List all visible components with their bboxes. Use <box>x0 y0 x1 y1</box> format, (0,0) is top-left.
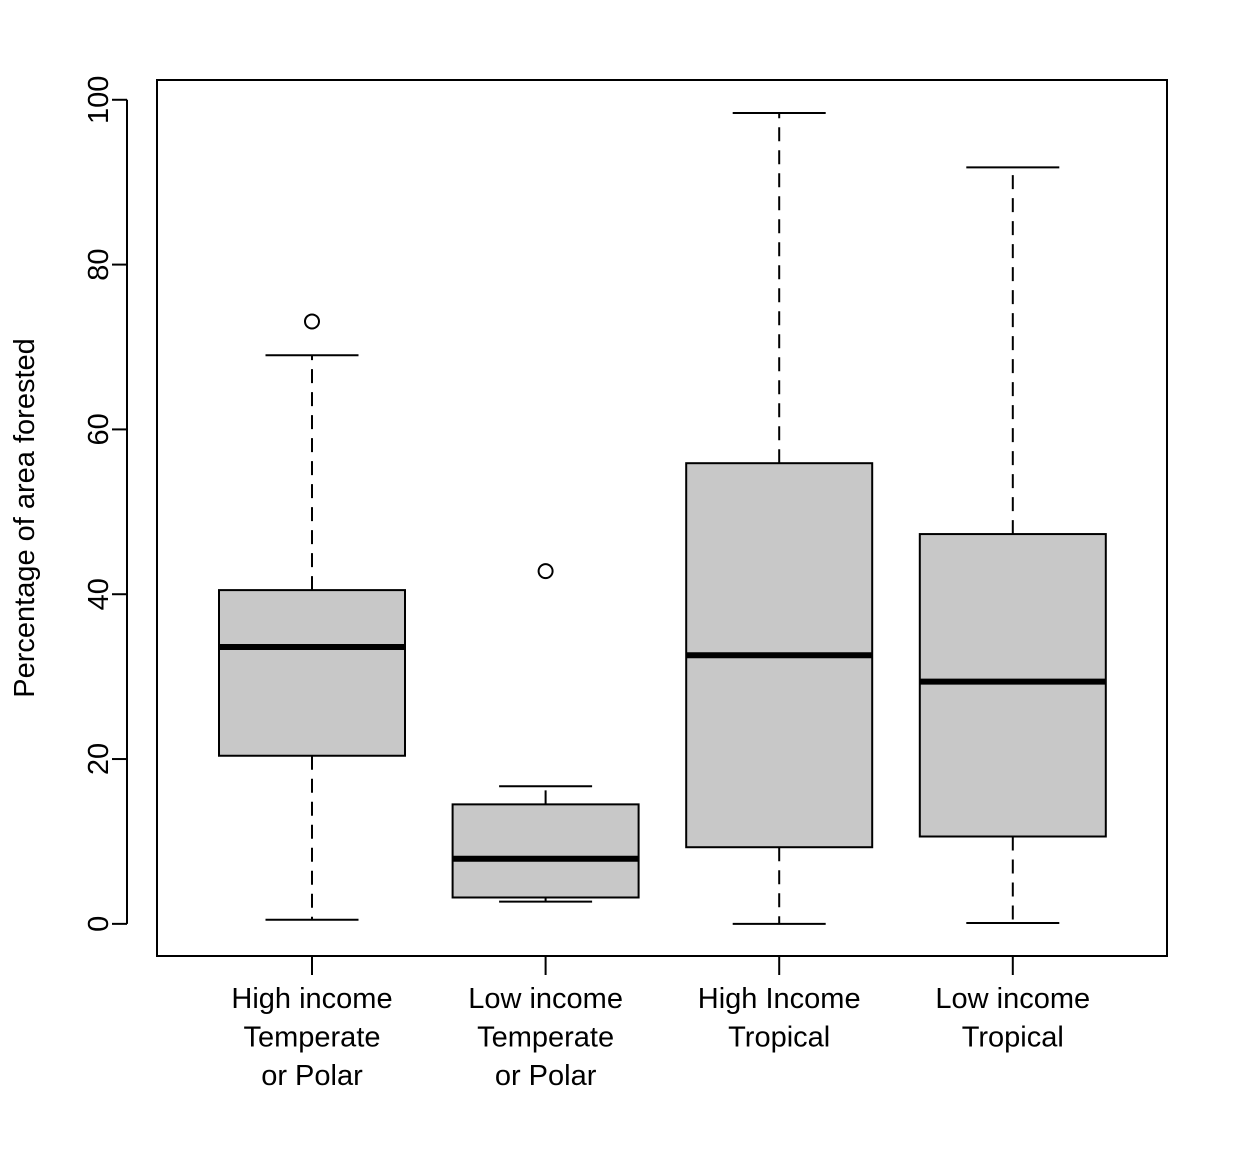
y-tick-label: 40 <box>83 578 115 610</box>
y-tick-label: 20 <box>83 743 115 775</box>
x-category-label-line: or Polar <box>495 1060 597 1092</box>
y-tick-label: 60 <box>83 413 115 445</box>
box <box>451 803 640 899</box>
x-category-label: High income Temperate or Polar <box>231 983 392 1092</box>
x-category-label-line: Temperate <box>477 1022 614 1054</box>
x-category-label-line: High income <box>231 983 392 1015</box>
box-group <box>918 166 1107 925</box>
y-tick-label: 0 <box>83 916 115 932</box>
x-category-label-line: Low income <box>935 983 1090 1015</box>
box <box>218 589 406 757</box>
x-category-label: Low income Temperate or Polar <box>468 983 623 1092</box>
x-category-label: Low income Tropical <box>935 983 1090 1054</box>
x-category-label: High Income Tropical <box>698 983 861 1054</box>
outlier-point <box>537 563 554 580</box>
outlier-point <box>304 313 320 330</box>
box <box>918 533 1107 838</box>
x-category-label-line: Temperate <box>243 1022 380 1054</box>
plot-frame <box>156 79 1168 957</box>
box-group <box>685 111 874 925</box>
boxes <box>218 111 1107 925</box>
x-category-label-line: or Polar <box>261 1060 363 1092</box>
y-axis-title: Percentage of area forested <box>9 338 41 698</box>
y-axis: 0 20 40 60 80 100 <box>83 76 128 932</box>
box-group <box>218 313 406 921</box>
x-category-label-line: Tropical <box>728 1022 830 1054</box>
y-tick-label: 100 <box>83 76 115 124</box>
x-axis: High income Temperate or Polar Low income Te… <box>231 956 1090 1092</box>
y-tick-label: 80 <box>83 248 115 280</box>
x-category-label-line: Low income <box>468 983 623 1015</box>
box-group <box>451 563 640 903</box>
x-category-label-line: High Income <box>698 983 861 1015</box>
x-category-label-line: Tropical <box>962 1022 1064 1054</box>
